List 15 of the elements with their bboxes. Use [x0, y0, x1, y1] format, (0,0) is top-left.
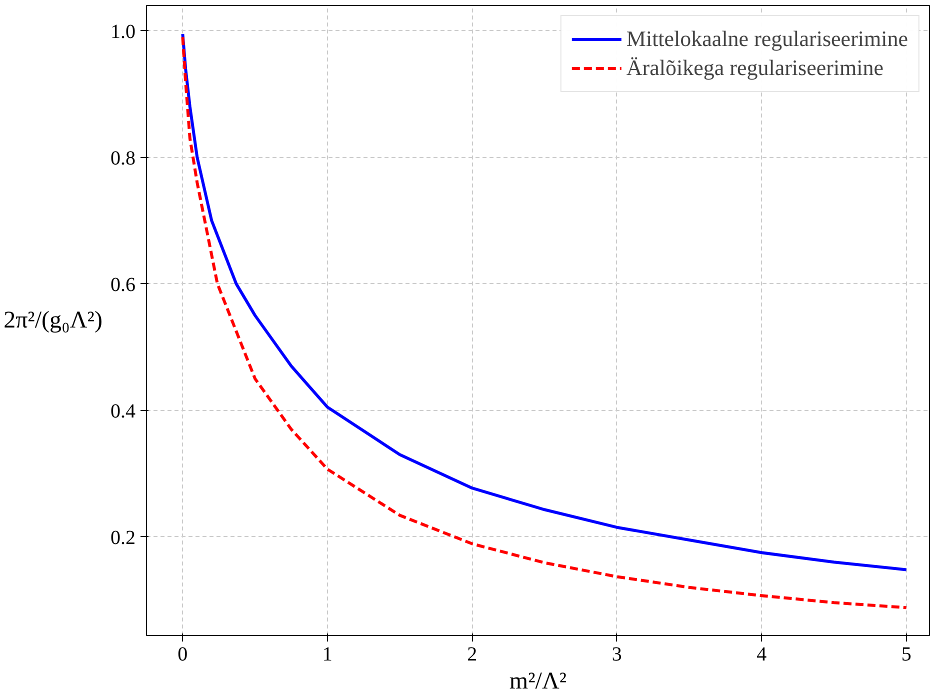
y-tick-label: 0.4: [110, 400, 136, 422]
x-tick-label: 3: [612, 644, 622, 666]
y-tick-label: 0.2: [110, 526, 136, 549]
x-tick-label: 0: [178, 644, 188, 666]
x-tick-label: 1: [322, 644, 332, 666]
x-tick-label: 2: [467, 644, 478, 666]
y-tick-label: 0.8: [110, 147, 136, 170]
y-axis-title: 2π²/(g₀Λ²): [4, 308, 103, 334]
x-axis-title: m²/Λ²: [509, 668, 567, 694]
x-tick-label: 4: [756, 644, 767, 666]
legend-label: Mittelokaalne regulariseerimine: [626, 26, 908, 52]
y-tick-label: 0.6: [110, 274, 136, 296]
y-tick-label: 1.0: [110, 20, 136, 43]
legend-label: Äralõikega regulariseerimine: [626, 55, 884, 81]
x-tick-label: 5: [901, 644, 912, 666]
